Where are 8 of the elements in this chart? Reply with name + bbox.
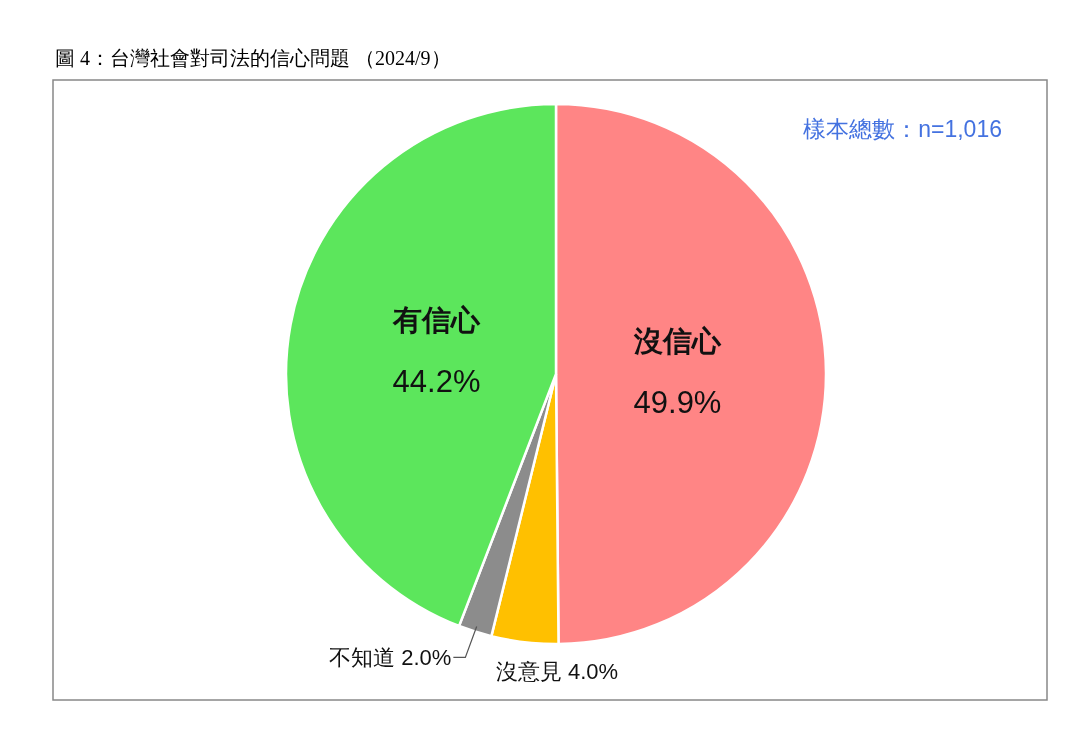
chart-title: 圖 4：台灣社會對司法的信心問題 （2024/9） [55, 47, 451, 69]
slice-label: 沒意見 4.0% [495, 659, 619, 684]
slice-label: 沒信心 [633, 325, 722, 358]
slice-label: 有信心 [392, 303, 482, 336]
slice-label: 不知道 2.0% [329, 645, 452, 671]
data-label: 44.2% [392, 363, 481, 399]
data-label: 49.9% [633, 385, 722, 421]
text: 樣本總數：n=1,016 [803, 116, 1002, 142]
